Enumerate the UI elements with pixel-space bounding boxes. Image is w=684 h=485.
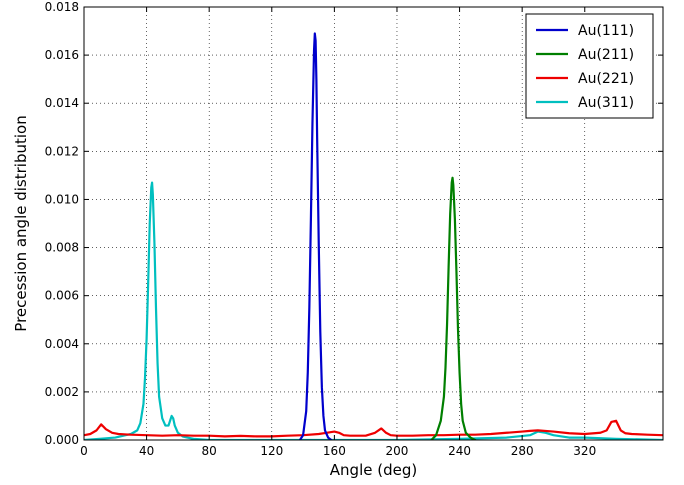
legend-label: Au(311)	[578, 95, 634, 111]
x-tick-label: 120	[260, 444, 283, 458]
y-tick-label: 0.016	[45, 48, 79, 62]
series-line-au-211	[430, 176, 477, 440]
x-tick-label: 0	[80, 444, 88, 458]
series-line-au-311	[84, 181, 663, 440]
series-lines	[84, 32, 663, 440]
x-axis-label: Angle (deg)	[330, 461, 417, 479]
legend: Au(111) Au(211) Au(221) Au(311)	[525, 13, 654, 119]
y-tick-label: 0.014	[45, 96, 79, 110]
legend-label: Au(221)	[578, 71, 634, 87]
y-tick-label: 0.018	[45, 0, 79, 14]
y-tick-label: 0.002	[45, 385, 79, 399]
x-tick-label: 40	[139, 444, 154, 458]
x-tick-label: 280	[511, 444, 534, 458]
y-tick-label: 0.010	[45, 192, 79, 206]
legend-label: Au(211)	[578, 47, 634, 63]
x-tick-label: 80	[202, 444, 217, 458]
y-tick-label: 0.000	[45, 433, 79, 447]
y-axis-label: Precession angle distribution	[12, 115, 30, 331]
series-line-au-221	[84, 419, 663, 438]
series-line-au-111	[298, 32, 333, 440]
plot-frame	[83, 6, 664, 441]
y-tick-label: 0.006	[45, 289, 79, 303]
y-tick-label: 0.012	[45, 144, 79, 158]
x-tick-label: 320	[573, 444, 596, 458]
legend-box	[525, 13, 654, 119]
y-tick-label: 0.004	[45, 337, 79, 351]
x-tick-label: 240	[448, 444, 471, 458]
y-tick-label: 0.008	[45, 241, 79, 255]
x-tick-label: 200	[386, 444, 409, 458]
x-tick-label: 160	[323, 444, 346, 458]
axis-ticks: 0 40 80 120 160 200 240 280 320 0.000 0.002 0.004 0.…	[45, 0, 663, 458]
legend-label: Au(111)	[578, 23, 634, 39]
